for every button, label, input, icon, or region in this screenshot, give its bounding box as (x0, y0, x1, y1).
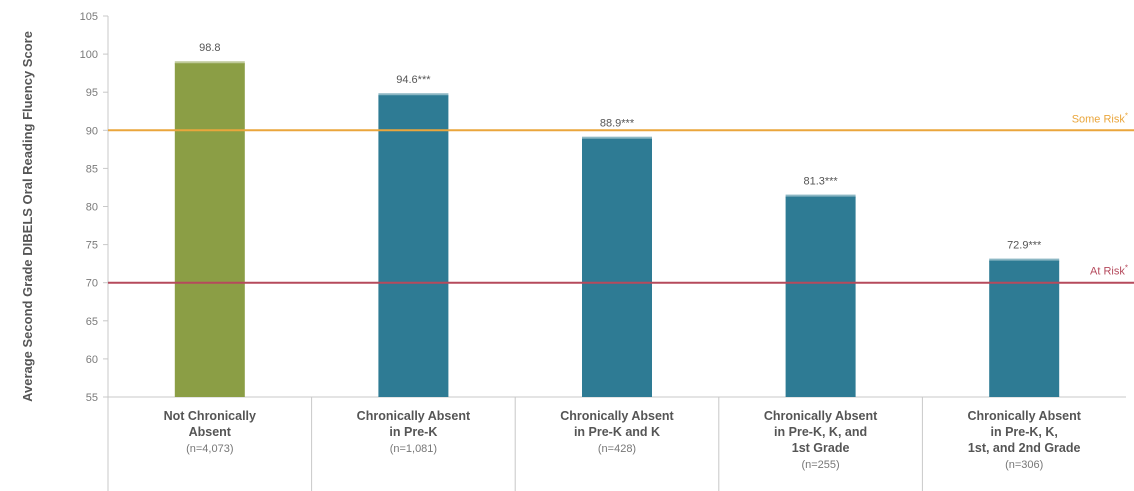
x-tick-sample-size: (n=255) (801, 459, 839, 471)
x-tick-sample-size: (n=428) (598, 443, 636, 455)
y-tick-label: 60 (86, 354, 98, 366)
x-tick-sample-size: (n=4,073) (186, 443, 233, 455)
data-label: 98.8 (199, 42, 220, 54)
data-label: 88.9*** (600, 118, 635, 130)
y-tick-label: 100 (80, 49, 98, 61)
reference-line-label: Some Risk* (1072, 111, 1128, 125)
x-tick-sample-size: (n=1,081) (390, 443, 437, 455)
y-tick-label: 65 (86, 316, 98, 328)
reference-line-label: At Risk* (1090, 264, 1128, 278)
x-tick-label: in Pre-K and K (574, 425, 660, 439)
data-label: 72.9*** (1007, 240, 1042, 252)
x-tick-sample-size: (n=306) (1005, 459, 1043, 471)
x-tick-label: Chronically Absent (967, 409, 1081, 423)
bar-top-highlight (582, 136, 652, 140)
data-label: 94.6*** (396, 74, 431, 86)
y-tick-label: 80 (86, 202, 98, 214)
y-tick-label: 95 (86, 87, 98, 99)
x-tick-label: Chronically Absent (357, 409, 471, 423)
y-tick-label: 55 (86, 392, 98, 404)
bar (378, 95, 449, 398)
x-tick-label: in Pre-K, K, and (774, 425, 867, 439)
x-tick-label: Chronically Absent (560, 409, 674, 423)
x-tick-label: in Pre-K, K, (991, 425, 1058, 439)
bar (174, 63, 245, 398)
x-tick-label: in Pre-K (389, 425, 437, 439)
x-tick-label: 1st Grade (792, 441, 850, 455)
bar (785, 196, 856, 397)
y-tick-label: 90 (86, 125, 98, 137)
x-tick-label: Absent (189, 425, 232, 439)
bar-top-highlight (785, 194, 856, 198)
y-tick-label: 70 (86, 278, 98, 290)
bar-top-highlight (174, 61, 245, 65)
data-label: 81.3*** (803, 176, 838, 188)
bar-top-highlight (989, 258, 1060, 262)
x-tick-label: Not Chronically (164, 409, 256, 423)
y-tick-label: 85 (86, 163, 98, 175)
x-tick-label: Chronically Absent (764, 409, 878, 423)
bar (989, 260, 1060, 397)
y-tick-label: 75 (86, 240, 98, 252)
y-tick-label: 105 (80, 11, 98, 23)
x-tick-label: 1st, and 2nd Grade (968, 441, 1081, 455)
bar (582, 138, 652, 397)
bar-top-highlight (378, 93, 449, 97)
y-axis-label: Average Second Grade DIBELS Oral Reading… (20, 31, 35, 402)
